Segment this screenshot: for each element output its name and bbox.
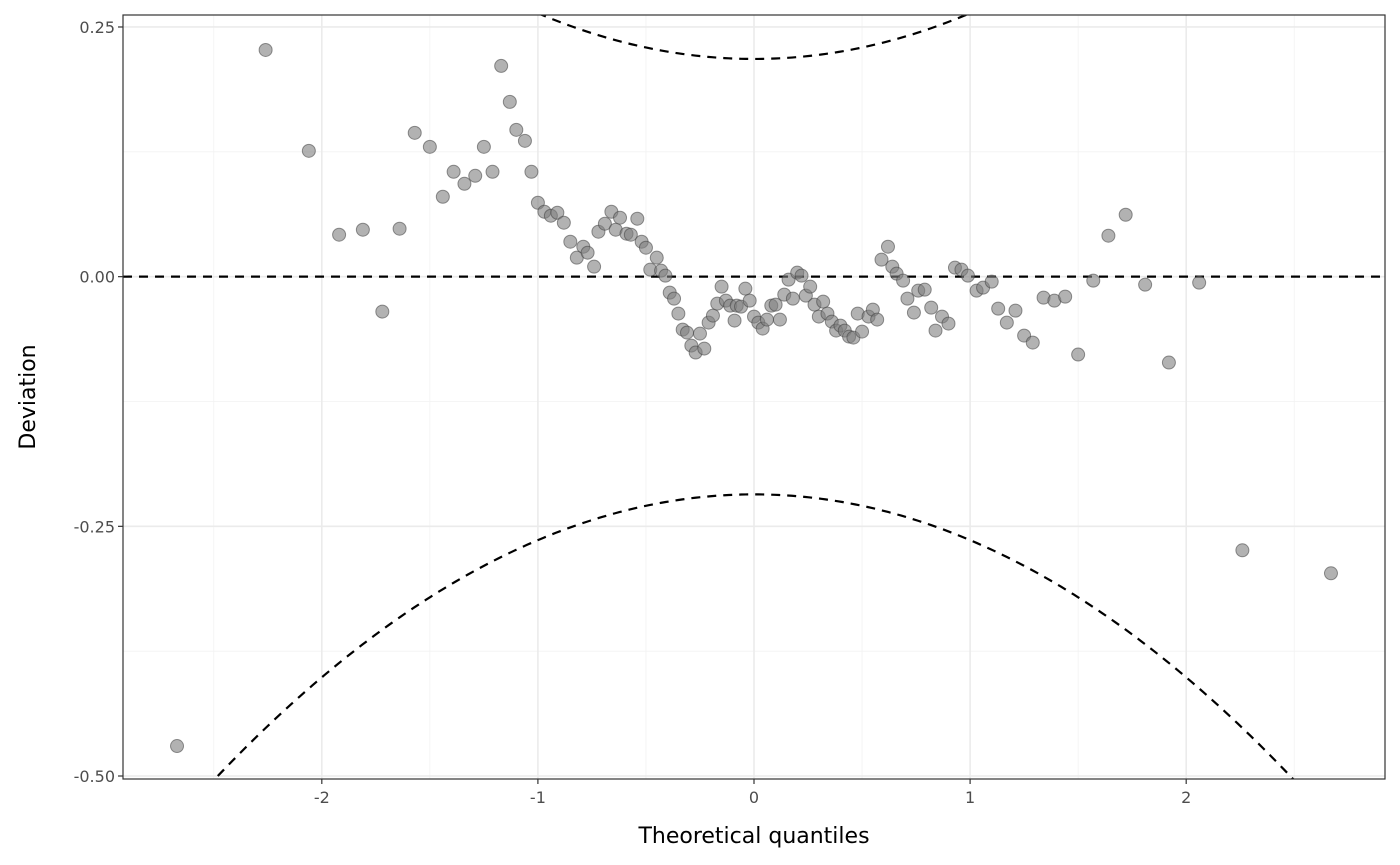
data-point bbox=[630, 211, 645, 226]
data-points bbox=[170, 42, 1338, 754]
data-point bbox=[667, 291, 682, 306]
data-point bbox=[1071, 347, 1086, 362]
data-point bbox=[587, 259, 602, 274]
data-point bbox=[803, 279, 818, 294]
y-tick-label: 0.00 bbox=[79, 268, 115, 287]
x-axis: -2 -1 0 1 2 bbox=[314, 779, 1191, 807]
data-point bbox=[855, 324, 870, 339]
data-point bbox=[785, 291, 800, 306]
y-axis: -0.50 -0.25 0.00 0.25 bbox=[74, 18, 123, 786]
data-point bbox=[1086, 273, 1101, 288]
data-point bbox=[870, 312, 885, 327]
data-point bbox=[984, 274, 999, 289]
data-point bbox=[794, 268, 809, 283]
data-point bbox=[563, 234, 578, 249]
data-point bbox=[170, 739, 185, 754]
data-point bbox=[1138, 277, 1153, 292]
data-point bbox=[332, 227, 347, 242]
y-axis-title: Deviation bbox=[16, 344, 41, 449]
data-point bbox=[928, 323, 943, 338]
data-point bbox=[502, 94, 517, 109]
y-tick-label: -0.25 bbox=[74, 517, 115, 536]
data-point bbox=[1323, 566, 1338, 581]
data-point bbox=[580, 245, 595, 260]
data-point bbox=[550, 205, 565, 220]
data-point bbox=[1235, 543, 1250, 558]
data-point bbox=[457, 176, 472, 191]
data-point bbox=[874, 252, 889, 267]
data-point bbox=[392, 221, 407, 236]
data-point bbox=[658, 268, 673, 283]
data-point bbox=[705, 308, 720, 323]
data-point bbox=[1192, 275, 1207, 290]
data-point bbox=[999, 315, 1014, 330]
major-gridlines bbox=[123, 15, 1385, 779]
data-point bbox=[991, 301, 1006, 316]
minor-gridlines bbox=[123, 15, 1385, 779]
data-point bbox=[435, 189, 450, 204]
data-point bbox=[517, 133, 532, 148]
data-point bbox=[738, 281, 753, 296]
data-point bbox=[1101, 228, 1116, 243]
x-tick-label: -1 bbox=[530, 788, 546, 807]
data-point bbox=[906, 305, 921, 320]
data-point bbox=[924, 300, 939, 315]
data-point bbox=[697, 341, 712, 356]
data-point bbox=[900, 291, 915, 306]
data-point bbox=[638, 240, 653, 255]
data-point bbox=[623, 227, 638, 242]
data-point bbox=[671, 306, 686, 321]
data-point bbox=[355, 222, 370, 237]
data-point bbox=[258, 42, 273, 57]
data-point bbox=[446, 164, 461, 179]
data-point bbox=[422, 139, 437, 154]
data-point bbox=[1025, 335, 1040, 350]
data-point bbox=[509, 122, 524, 137]
data-point bbox=[476, 139, 491, 154]
data-point bbox=[727, 313, 742, 328]
data-point bbox=[556, 215, 571, 230]
data-point bbox=[468, 168, 483, 183]
data-point bbox=[494, 58, 509, 73]
data-point bbox=[896, 273, 911, 288]
data-point bbox=[1118, 207, 1133, 222]
data-point bbox=[768, 297, 783, 312]
data-point bbox=[917, 282, 932, 297]
y-tick-label: -0.50 bbox=[74, 767, 115, 786]
x-tick-label: 2 bbox=[1181, 788, 1191, 807]
x-axis-title: Theoretical quantiles bbox=[637, 824, 869, 849]
data-point bbox=[613, 210, 628, 225]
data-point bbox=[941, 316, 956, 331]
data-point bbox=[1161, 355, 1176, 370]
data-point bbox=[714, 279, 729, 294]
x-tick-label: 1 bbox=[965, 788, 975, 807]
data-point bbox=[759, 312, 774, 327]
data-point bbox=[880, 239, 895, 254]
data-point bbox=[524, 164, 539, 179]
data-point bbox=[649, 250, 664, 265]
data-point bbox=[680, 325, 695, 340]
data-point bbox=[485, 164, 500, 179]
data-point bbox=[772, 312, 787, 327]
data-point bbox=[742, 293, 757, 308]
data-point bbox=[597, 216, 612, 231]
data-point bbox=[1058, 289, 1073, 304]
data-point bbox=[960, 268, 975, 283]
data-point bbox=[301, 143, 316, 158]
data-point bbox=[816, 294, 831, 309]
data-point bbox=[692, 326, 707, 341]
y-tick-label: 0.25 bbox=[79, 18, 115, 37]
x-tick-label: -2 bbox=[314, 788, 330, 807]
data-point bbox=[407, 125, 422, 140]
data-point bbox=[1008, 303, 1023, 318]
data-point bbox=[375, 304, 390, 319]
x-tick-label: 0 bbox=[749, 788, 759, 807]
